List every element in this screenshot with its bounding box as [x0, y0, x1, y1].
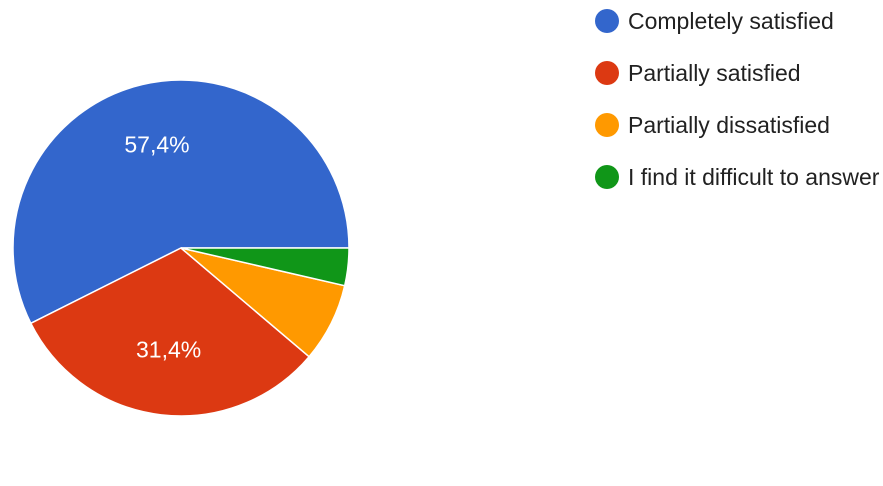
- legend-item-partially-dissatisfied[interactable]: Partially dissatisfied: [595, 112, 879, 138]
- pie-slice-completely-satisfied[interactable]: [12, 79, 350, 325]
- legend-label-difficult-to-answer: I find it difficult to answer: [628, 163, 880, 190]
- legend-label-partially-dissatisfied: Partially dissatisfied: [628, 111, 830, 138]
- pie-slice-partially-satisfied[interactable]: [29, 247, 311, 417]
- chart-legend: Completely satisfied Partially satisfied…: [595, 8, 879, 190]
- legend-item-partially-satisfied[interactable]: Partially satisfied: [595, 60, 879, 86]
- slice-label-completely-satisfied: 57,4%: [124, 132, 189, 158]
- pie-slice-difficult-to-answer[interactable]: [180, 247, 350, 287]
- legend-item-completely-satisfied[interactable]: Completely satisfied: [595, 8, 879, 34]
- slice-label-partially-satisfied: 31,4%: [136, 336, 201, 362]
- legend-swatch-difficult-to-answer: [595, 165, 619, 189]
- legend-swatch-partially-dissatisfied: [595, 113, 619, 137]
- legend-swatch-partially-satisfied: [595, 61, 619, 85]
- legend-swatch-completely-satisfied: [595, 9, 619, 33]
- legend-label-partially-satisfied: Partially satisfied: [628, 59, 801, 86]
- legend-label-completely-satisfied: Completely satisfied: [628, 7, 834, 34]
- legend-item-difficult-to-answer[interactable]: I find it difficult to answer: [595, 164, 879, 190]
